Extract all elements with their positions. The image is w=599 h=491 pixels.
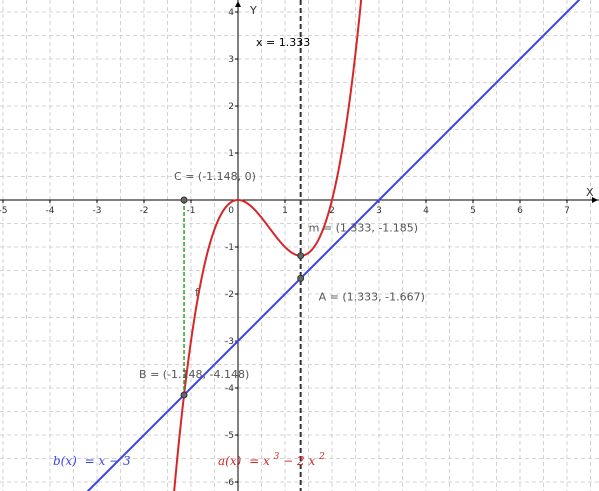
tick-labels: -5 -4 -3 -2 -1 1 2 3 4 5 6 7 -6 -5 -4 -3 -2 -1 1 2 3 4 0 xyxy=(0,8,570,488)
curves xyxy=(86,0,581,491)
x-tick-label: 7 xyxy=(564,206,570,216)
x-tick-label: 2 xyxy=(329,206,335,216)
legend-a-eq-mid: − 2 x xyxy=(283,454,315,468)
x-tick-label: -2 xyxy=(140,206,149,216)
x-tick-label: -1 xyxy=(187,206,196,216)
vertical-line-label: x = 1.333 xyxy=(256,36,310,49)
origin-label: 0 xyxy=(228,206,234,216)
y-tick-label: -1 xyxy=(225,243,234,253)
y-axis-arrow xyxy=(235,1,241,7)
y-tick-label: 3 xyxy=(228,55,234,65)
y-axis-label: Y xyxy=(249,4,257,17)
legend-a-exp2: 2 xyxy=(318,452,325,462)
x-tick-label: 1 xyxy=(282,206,288,216)
legend-b: b(x) = x − 3 xyxy=(53,454,131,468)
x-axis-label: X xyxy=(586,186,594,199)
x-tick-label: -3 xyxy=(93,206,102,216)
legend-a-fn: a(x) xyxy=(218,454,242,468)
y-tick-label: -2 xyxy=(225,290,234,300)
points: C = (-1.148, 0) B = (-1.148, -4.148) m = (… xyxy=(139,170,425,399)
x-axis-arrow xyxy=(592,197,598,203)
point-B xyxy=(180,391,188,399)
curve-b xyxy=(86,0,581,491)
curve-a xyxy=(173,0,363,491)
y-tick-label: -6 xyxy=(225,478,234,488)
overlays: f xyxy=(183,0,302,491)
point-A xyxy=(297,274,305,282)
legend-b-fn: b(x) xyxy=(53,454,77,468)
legend-a-eq-main: = x xyxy=(249,454,270,468)
point-label-B: B = (-1.148, -4.148) xyxy=(139,368,249,381)
point-label-C: C = (-1.148, 0) xyxy=(174,170,256,183)
x-tick-label: 4 xyxy=(423,206,429,216)
y-tick-label: 4 xyxy=(228,8,234,18)
point-label-m: m = (1.333, -1.185) xyxy=(309,222,418,235)
legend-a-exp1: 3 xyxy=(274,452,280,462)
legend-a: a(x) = x 3 − 2 x 2 xyxy=(218,448,325,468)
y-tick-label: 1 xyxy=(228,149,234,159)
point-label-A: A = (1.333, -1.667) xyxy=(319,290,425,303)
y-tick-label: -3 xyxy=(225,337,234,347)
legend-b-eq: = x − 3 xyxy=(85,454,131,468)
point-m xyxy=(297,252,305,260)
x-tick-label: 6 xyxy=(517,206,523,216)
x-tick-label: -4 xyxy=(46,206,55,216)
y-tick-label: -5 xyxy=(225,431,234,441)
segment-f-label: f xyxy=(195,286,200,299)
x-tick-label: 5 xyxy=(470,206,476,216)
y-tick-label: 2 xyxy=(228,102,234,112)
y-tick-label: -4 xyxy=(225,384,234,394)
x-tick-label: 3 xyxy=(376,206,382,216)
point-C xyxy=(180,196,188,204)
x-tick-label: -5 xyxy=(0,206,7,216)
